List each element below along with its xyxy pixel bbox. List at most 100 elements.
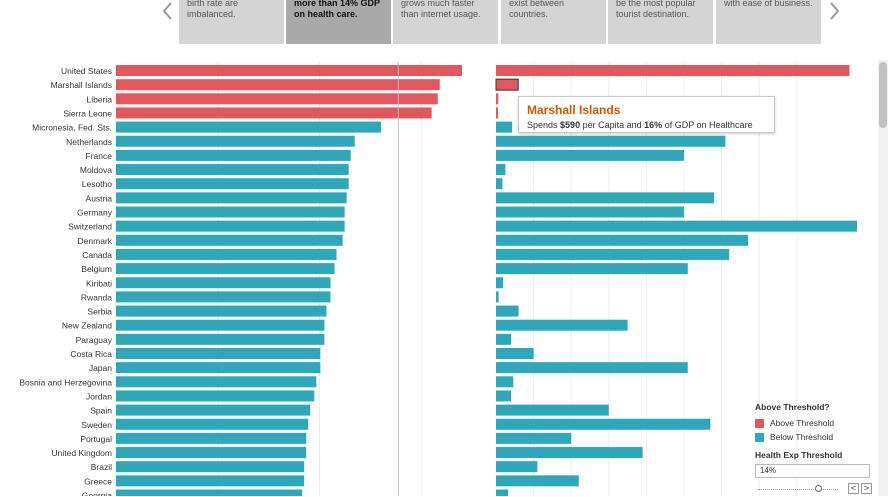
bar-per-capita[interactable] — [496, 362, 688, 374]
legend-label-above: Above Threshold — [770, 418, 835, 428]
category-label: Spain — [90, 406, 112, 416]
bar-per-capita[interactable] — [496, 489, 509, 497]
bar-per-capita[interactable] — [496, 178, 503, 190]
threshold-slider[interactable]: < > — [755, 483, 880, 497]
story-point-4[interactable]: exist between countries. — [501, 0, 606, 44]
bar-per-capita[interactable] — [496, 475, 579, 487]
legend-title: Above Threshold? — [755, 402, 830, 412]
bar-gdp-pct[interactable] — [116, 390, 315, 402]
bar-gdp-pct[interactable] — [116, 404, 311, 416]
increment-button[interactable]: > — [861, 483, 872, 494]
slider-track[interactable] — [758, 489, 838, 491]
scrollbar-track[interactable] — [878, 60, 888, 496]
bar-per-capita[interactable] — [496, 263, 688, 275]
bar-gdp-pct[interactable] — [116, 192, 347, 204]
bar-per-capita[interactable] — [496, 319, 628, 331]
bar-gdp-pct[interactable] — [116, 149, 351, 161]
bar-gdp-pct[interactable] — [116, 107, 432, 119]
bar-per-capita[interactable] — [496, 121, 513, 133]
bar-per-capita[interactable] — [496, 135, 726, 147]
bar-per-capita[interactable] — [496, 404, 609, 416]
slider-handle[interactable] — [815, 485, 822, 492]
bar-per-capita[interactable] — [496, 206, 685, 218]
bar-gdp-pct[interactable] — [116, 333, 325, 345]
bar-per-capita[interactable] — [496, 65, 850, 76]
bar-gdp-pct[interactable] — [116, 93, 438, 105]
tooltip: Marshall Islands Spends $590 per Capita … — [518, 96, 775, 133]
bar-gdp-pct[interactable] — [116, 362, 321, 374]
bar-per-capita[interactable] — [496, 376, 514, 388]
previous-story-button[interactable] — [160, 0, 176, 22]
legend-label-below: Below Threshold — [770, 432, 834, 442]
category-label: Costa Rica — [70, 349, 112, 359]
tooltip-title: Marshall Islands — [527, 103, 621, 117]
decrement-button[interactable]: < — [848, 483, 859, 494]
bar-gdp-pct[interactable] — [116, 121, 382, 133]
bar-per-capita[interactable] — [496, 461, 538, 473]
next-story-button[interactable] — [826, 0, 842, 22]
bar-gdp-pct[interactable] — [116, 164, 349, 176]
bar-gdp-pct[interactable] — [116, 248, 337, 260]
bar-gdp-pct[interactable] — [116, 489, 303, 497]
bar-gdp-pct[interactable] — [116, 348, 321, 359]
bar-per-capita[interactable] — [496, 418, 711, 430]
tooltip-prefix: Spends — [527, 120, 558, 130]
story-point-1[interactable]: birth rate are imbalanced. — [179, 0, 284, 44]
bar-per-capita[interactable] — [496, 291, 499, 303]
bar-gdp-pct[interactable] — [116, 418, 309, 430]
legend-item-below[interactable]: Below Threshold — [755, 430, 880, 444]
bar-per-capita[interactable] — [496, 432, 572, 444]
bar-per-capita[interactable] — [496, 107, 498, 119]
bar-gdp-pct[interactable] — [116, 291, 331, 303]
bar-per-capita[interactable] — [496, 164, 506, 176]
bar-gdp-pct[interactable] — [116, 178, 349, 190]
bar-gdp-pct[interactable] — [116, 447, 307, 459]
story-point-5[interactable]: be the most popular tourist destination. — [608, 0, 713, 44]
category-label: Portugal — [80, 434, 112, 444]
bar-gdp-pct[interactable] — [116, 319, 325, 331]
story-point-6[interactable]: with ease of business. — [716, 0, 821, 44]
legend-item-above[interactable]: Above Threshold — [755, 416, 880, 430]
category-label: Serbia — [87, 307, 112, 317]
story-point-2[interactable]: more than 14% GDP on health care. — [286, 0, 391, 44]
bar-per-capita[interactable] — [496, 93, 499, 105]
bar-gdp-pct[interactable] — [116, 135, 355, 147]
category-label: Kiribati — [86, 278, 112, 288]
bar-per-capita[interactable] — [496, 333, 512, 345]
bar-per-capita[interactable] — [496, 390, 512, 402]
bar-per-capita[interactable] — [496, 348, 534, 359]
category-label: Paraguay — [76, 335, 113, 345]
story-point-text: countries. — [509, 9, 549, 19]
bar-gdp-pct[interactable] — [116, 263, 335, 275]
story-point-3[interactable]: grows much faster than internet usage. — [393, 0, 498, 44]
bar-gdp-pct[interactable] — [116, 65, 462, 76]
bar-gdp-pct[interactable] — [116, 432, 307, 444]
bar-per-capita[interactable] — [496, 220, 857, 232]
bar-per-capita[interactable] — [495, 78, 519, 91]
bar-per-capita[interactable] — [496, 192, 715, 204]
bar-gdp-pct[interactable] — [116, 277, 331, 289]
bar-per-capita[interactable] — [496, 277, 504, 289]
scrollbar-thumb[interactable] — [879, 62, 887, 128]
bar-gdp-pct[interactable] — [116, 234, 343, 246]
bar-gdp-pct[interactable] — [116, 206, 345, 218]
story-point-text: grows much faster — [401, 0, 475, 8]
legend-swatch-above — [755, 418, 764, 428]
category-label: Micronesia, Fed. Sts. — [32, 123, 112, 133]
bar-gdp-pct[interactable] — [116, 461, 305, 473]
category-label: Marshall Islands — [51, 80, 112, 90]
bar-per-capita[interactable] — [496, 248, 730, 260]
threshold-input[interactable] — [755, 463, 870, 478]
bar-per-capita[interactable] — [496, 234, 748, 246]
bar-gdp-pct[interactable] — [116, 376, 317, 388]
bar-gdp-pct[interactable] — [116, 79, 440, 91]
category-label: Brazil — [91, 462, 112, 472]
bar-per-capita[interactable] — [496, 447, 643, 459]
bar-per-capita[interactable] — [496, 305, 519, 317]
bar-gdp-pct[interactable] — [116, 475, 305, 487]
bar-gdp-pct[interactable] — [116, 305, 327, 317]
category-label: Sierra Leone — [63, 108, 112, 118]
bar-per-capita[interactable] — [496, 149, 685, 161]
bar-gdp-pct[interactable] — [116, 220, 345, 232]
story-point-text: with ease of business. — [724, 0, 813, 8]
